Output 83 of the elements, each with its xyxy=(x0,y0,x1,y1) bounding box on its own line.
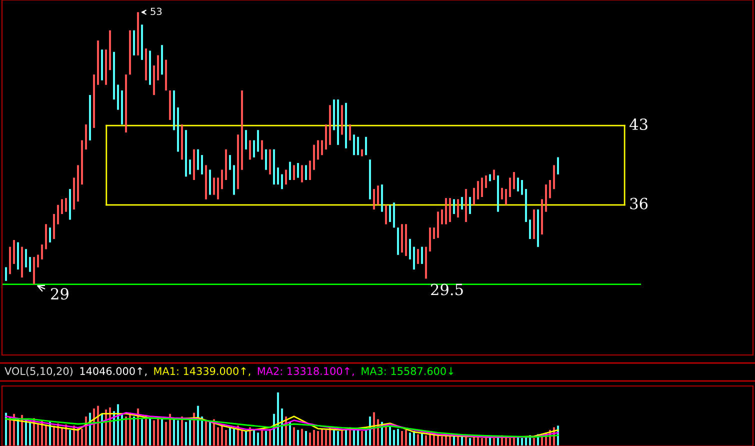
bar xyxy=(69,430,71,446)
bar xyxy=(441,436,443,446)
bar xyxy=(317,431,319,446)
bar xyxy=(533,438,535,446)
bar xyxy=(177,420,179,446)
bar xyxy=(521,438,523,446)
bar xyxy=(17,419,19,446)
bar xyxy=(253,430,255,446)
bar xyxy=(333,430,335,446)
bar xyxy=(393,430,395,446)
bar xyxy=(217,427,219,446)
bar xyxy=(305,431,307,446)
bar xyxy=(45,424,47,446)
bar xyxy=(493,438,495,446)
bar xyxy=(401,431,403,446)
bar xyxy=(125,416,127,446)
bar xyxy=(121,414,123,446)
text: 14046.000↑, xyxy=(80,367,147,376)
bar xyxy=(293,427,295,446)
ref-line-label: 36 xyxy=(630,198,648,210)
bar xyxy=(397,428,399,446)
bar xyxy=(189,419,191,446)
bar xyxy=(505,437,507,446)
bar xyxy=(53,426,55,446)
bar xyxy=(229,427,231,446)
bar xyxy=(325,430,327,446)
bar xyxy=(157,416,159,446)
bar xyxy=(489,437,491,446)
bar xyxy=(405,430,407,446)
bar xyxy=(153,420,155,446)
bar xyxy=(97,406,99,446)
bar xyxy=(133,416,135,446)
bar xyxy=(161,419,163,446)
bar xyxy=(149,418,151,446)
bar xyxy=(313,430,315,446)
bar xyxy=(425,435,427,446)
bar xyxy=(205,420,207,446)
bar xyxy=(365,430,367,446)
bar xyxy=(5,412,7,446)
bar xyxy=(241,430,243,446)
bar xyxy=(225,430,227,446)
bar xyxy=(37,424,39,446)
bar xyxy=(141,419,143,446)
bar xyxy=(361,431,363,446)
bar xyxy=(257,432,259,446)
text: MA1: 14339.000↑, xyxy=(154,367,250,376)
bar xyxy=(297,430,299,446)
bar xyxy=(173,418,175,446)
bar xyxy=(185,422,187,446)
bar xyxy=(353,430,355,446)
bar xyxy=(209,422,211,446)
bar xyxy=(453,436,455,446)
bar xyxy=(469,438,471,446)
bar xyxy=(409,432,411,446)
bar xyxy=(321,428,323,446)
annotation: 29.5 xyxy=(431,284,463,296)
annotation: 29 xyxy=(51,288,68,300)
bar xyxy=(265,431,267,446)
bar xyxy=(169,414,171,446)
bar xyxy=(481,438,483,446)
bar xyxy=(277,392,279,446)
annotation: 53 xyxy=(150,8,162,16)
bar xyxy=(309,432,311,446)
text: MA3: 15587.600↓ xyxy=(362,367,454,376)
bar xyxy=(389,426,391,446)
text: MA2: 13318.100↑, xyxy=(258,367,354,376)
bar xyxy=(29,422,31,446)
bar xyxy=(301,428,303,446)
bar xyxy=(165,422,167,446)
ref-line-label: 43 xyxy=(630,118,648,130)
bar xyxy=(261,430,263,446)
bar xyxy=(81,428,83,446)
bar xyxy=(61,427,63,446)
bar xyxy=(417,434,419,446)
bar xyxy=(525,437,527,446)
bar xyxy=(197,406,199,446)
bar xyxy=(233,428,235,446)
bar xyxy=(337,431,339,446)
bar xyxy=(345,430,347,446)
bar xyxy=(181,416,183,446)
bar xyxy=(509,438,511,446)
bar xyxy=(245,431,247,446)
chart-title: VOL(5,10,20) xyxy=(4,366,72,376)
